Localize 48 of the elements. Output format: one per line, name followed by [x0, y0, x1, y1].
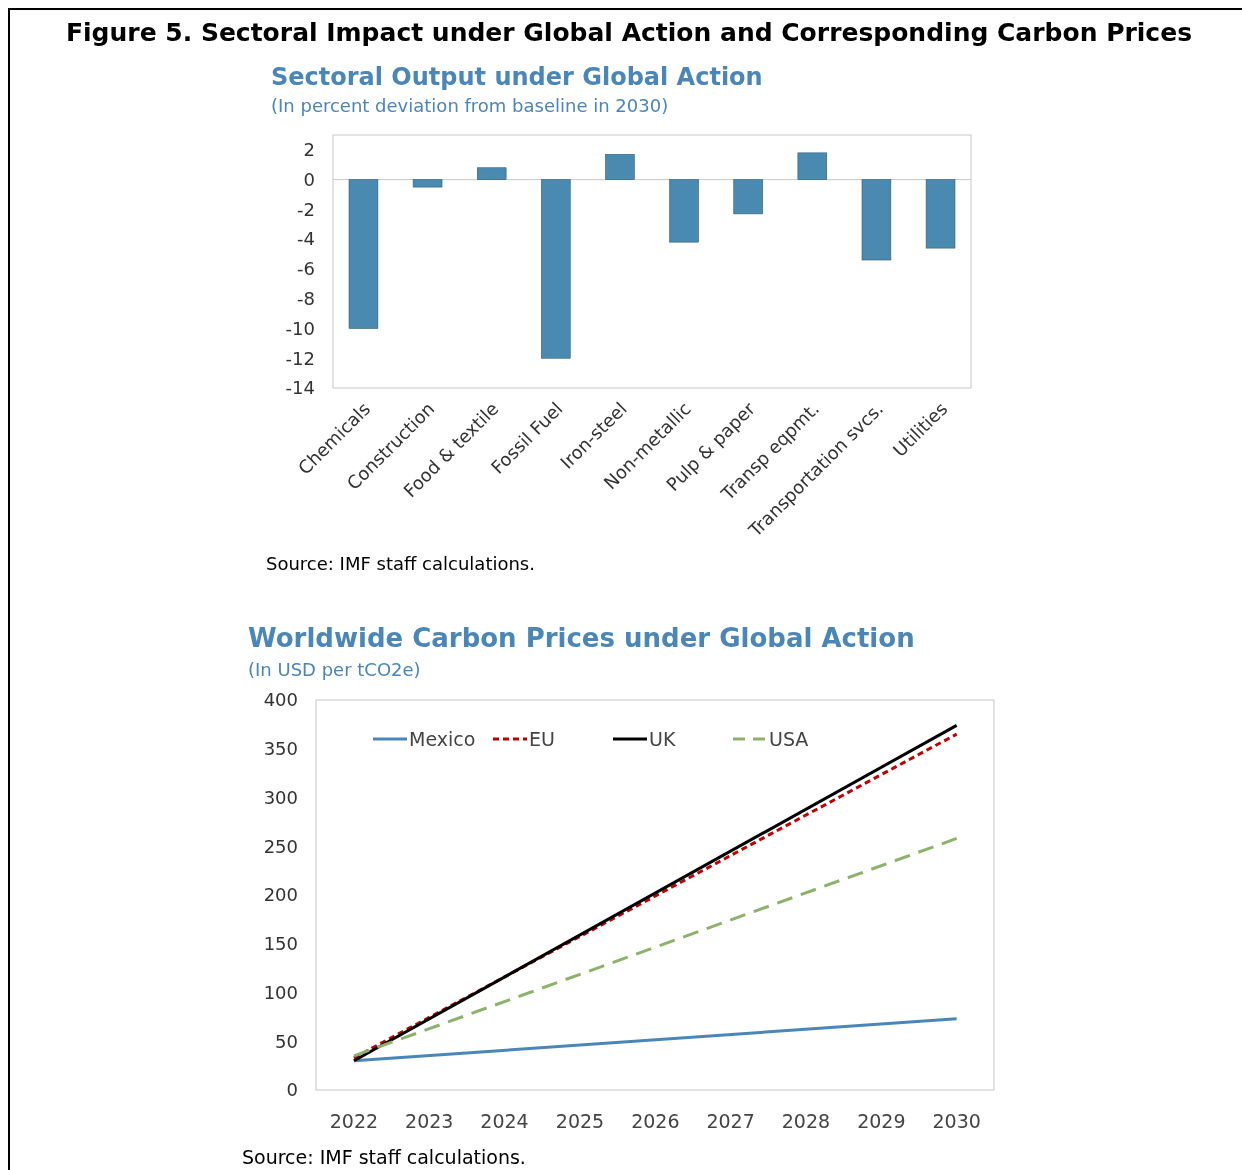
- bar: [348, 179, 379, 329]
- chart-title: Sectoral Output under Global Action: [271, 63, 763, 91]
- y-tick-label: -6: [297, 258, 315, 280]
- x-tick-label: 2029: [857, 1110, 906, 1132]
- y-tick-label: 300: [263, 786, 298, 808]
- bar: [412, 179, 443, 188]
- y-tick-label: -12: [285, 347, 315, 369]
- bar: [669, 179, 699, 243]
- bar: [733, 179, 763, 215]
- y-tick-label: -14: [285, 377, 315, 399]
- x-tick-label: 2030: [932, 1110, 981, 1132]
- legend-label: UK: [649, 727, 676, 750]
- chart-subtitle: (In percent deviation from baseline in 2030): [271, 95, 669, 116]
- x-tick-label: 2028: [781, 1110, 831, 1132]
- y-tick-label: 2: [303, 139, 315, 161]
- legend-label: EU: [529, 727, 555, 750]
- bar: [605, 154, 635, 180]
- y-tick-label: -8: [297, 288, 315, 310]
- y-tick-label: 400: [263, 689, 298, 711]
- legend-label: Mexico: [409, 727, 476, 750]
- source-note: Source: IMF staff calculations.: [242, 1146, 526, 1168]
- x-tick-label: 2023: [405, 1110, 454, 1132]
- x-tick-label: 2022: [329, 1110, 379, 1132]
- bar: [541, 179, 571, 359]
- y-tick-label: -2: [297, 198, 315, 220]
- y-tick-label: 150: [263, 933, 298, 955]
- y-tick-label: -10: [285, 317, 315, 339]
- y-tick-label: 0: [303, 168, 315, 190]
- y-tick-label: 100: [263, 981, 298, 1003]
- chart-subtitle: (In USD per tCO2e): [248, 659, 421, 680]
- caption: Figure 5. Sectoral Impact under Global Action and Corresponding Carbon Prices: [65, 18, 1193, 47]
- bar: [925, 179, 956, 249]
- y-tick-label: 250: [263, 835, 298, 857]
- y-tick-label: 50: [275, 1030, 298, 1052]
- source-note: Source: IMF staff calculations.: [266, 553, 535, 574]
- y-tick-label: -4: [297, 228, 315, 250]
- bar: [861, 179, 892, 261]
- bar: [476, 167, 507, 180]
- x-tick-label: 2026: [631, 1110, 680, 1132]
- y-tick-label: 0: [286, 1079, 298, 1101]
- x-tick-label: 2027: [706, 1110, 755, 1132]
- x-tick-label: 2024: [480, 1110, 529, 1132]
- bar: [797, 152, 828, 180]
- legend-label: USA: [769, 727, 809, 750]
- chart-title: Worldwide Carbon Prices under Global Action: [248, 623, 915, 653]
- y-tick-label: 200: [263, 884, 298, 906]
- x-tick-label: 2025: [555, 1110, 605, 1132]
- y-tick-label: 350: [263, 738, 298, 760]
